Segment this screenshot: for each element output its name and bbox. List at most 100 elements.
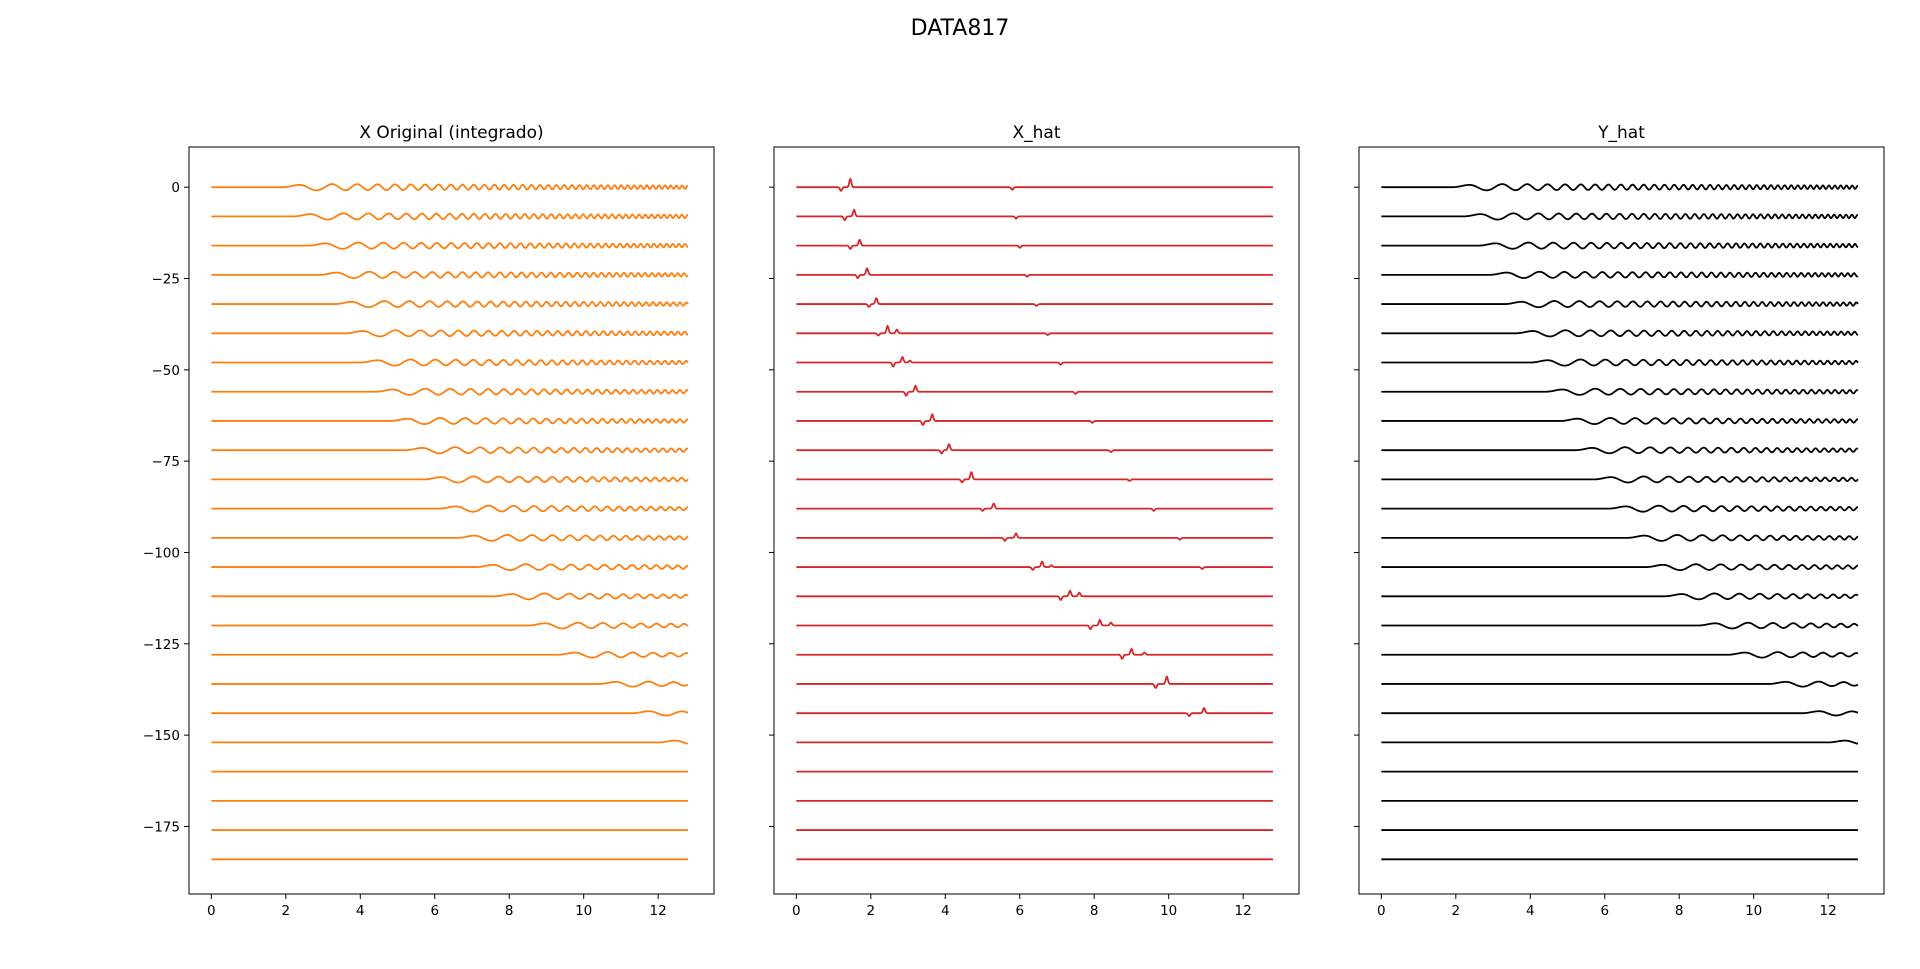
axes-frame [773,146,1300,895]
trace-15 [211,621,689,630]
x-tick-label: 0 [792,903,801,919]
trace-5 [796,324,1273,337]
trace-17 [796,675,1273,689]
trace-9 [211,446,689,455]
x-tick-label: 2 [282,903,291,919]
trace-10 [211,475,689,484]
y-tick-label: 0 [171,180,180,196]
panel-title: X_hat [1012,123,1060,143]
trace-group [211,183,689,861]
x-tick-label: 4 [941,903,950,919]
trace-1 [211,212,689,221]
x-tick-label: 12 [650,903,667,919]
panel-x-hat: X_hat 0 2 4 6 8 10 12 [769,123,1300,919]
trace-3 [796,267,1273,280]
y-tick-label: −25 [152,272,181,288]
trace-18 [1381,710,1859,717]
x-tick-label: 0 [207,903,216,919]
trace-11 [1381,504,1859,513]
trace-group [796,177,1273,861]
trace-9 [796,443,1273,455]
x-tick-label: 6 [430,903,439,919]
trace-2 [211,241,689,250]
trace-17 [211,680,689,688]
trace-14 [211,592,689,601]
y-tick-label: −125 [143,637,180,653]
y-tick-label: −150 [143,728,180,744]
trace-16 [211,651,689,659]
trace-1 [796,208,1273,221]
trace-12 [796,532,1273,542]
trace-16 [796,647,1273,660]
y-tick-label: −175 [143,819,180,835]
trace-18 [796,706,1273,718]
x-tick-label: 2 [867,903,876,919]
trace-8 [1381,417,1859,425]
trace-10 [1381,475,1859,484]
x-tick-label: 6 [1600,903,1609,919]
x-tick-label: 12 [1235,903,1252,919]
trace-2 [796,238,1273,251]
trace-0 [1381,183,1859,192]
axes-frame [1358,146,1885,895]
trace-13 [796,560,1273,571]
trace-17 [1381,680,1859,688]
x-tick-label: 8 [505,903,514,919]
y-tick-label: −50 [152,363,181,379]
x-tick-label: 10 [575,903,592,919]
trace-4 [1381,300,1859,309]
axes: 0 2 4 6 8 10 12 0 −25 −50 −75 −100 −125 −150 −175 [143,146,715,919]
y-tick-label: −75 [152,454,181,470]
trace-6 [796,356,1273,368]
trace-18 [211,710,689,717]
trace-group [1381,183,1859,861]
trace-8 [796,413,1273,427]
trace-19 [211,739,689,745]
trace-16 [1381,651,1859,659]
trace-3 [1381,270,1859,279]
trace-1 [1381,212,1859,221]
trace-12 [211,534,689,542]
trace-15 [1381,621,1859,630]
trace-3 [211,270,689,279]
trace-5 [1381,329,1859,338]
trace-6 [1381,358,1859,367]
trace-14 [1381,592,1859,601]
x-tick-label: 4 [356,903,365,919]
x-tick-label: 4 [1526,903,1535,919]
x-tick-label: 6 [1015,903,1024,919]
trace-4 [796,296,1273,309]
x-tick-label: 10 [1160,903,1177,919]
panel-y-hat: Y_hat 0 2 4 6 8 10 12 [1354,123,1885,919]
y-tick-label: −100 [143,545,180,561]
x-tick-label: 2 [1452,903,1461,919]
panel-x-original: X Original (integrado) 0 2 4 6 8 10 12 0 −25 −50 −… [143,123,715,919]
trace-2 [1381,241,1859,250]
x-tick-label: 10 [1745,903,1762,919]
panel-title: X Original (integrado) [359,123,543,143]
x-tick-label: 8 [1675,903,1684,919]
x-tick-label: 0 [1377,903,1386,919]
x-tick-label: 8 [1090,903,1099,919]
figure-title: DATA817 [911,16,1010,41]
trace-11 [796,502,1273,512]
trace-8 [211,417,689,425]
trace-14 [796,589,1273,602]
axes-frame [188,146,715,895]
trace-10 [796,471,1273,484]
trace-7 [1381,387,1859,396]
trace-7 [211,387,689,396]
trace-5 [211,329,689,338]
panel-title: Y_hat [1597,123,1645,143]
trace-12 [1381,534,1859,542]
axes: 0 2 4 6 8 10 12 [769,146,1300,919]
axes: 0 2 4 6 8 10 12 [1354,146,1885,919]
trace-9 [1381,446,1859,455]
trace-13 [211,563,689,571]
trace-13 [1381,563,1859,571]
trace-7 [796,384,1273,397]
trace-11 [211,504,689,513]
trace-0 [211,183,689,192]
trace-6 [211,358,689,367]
